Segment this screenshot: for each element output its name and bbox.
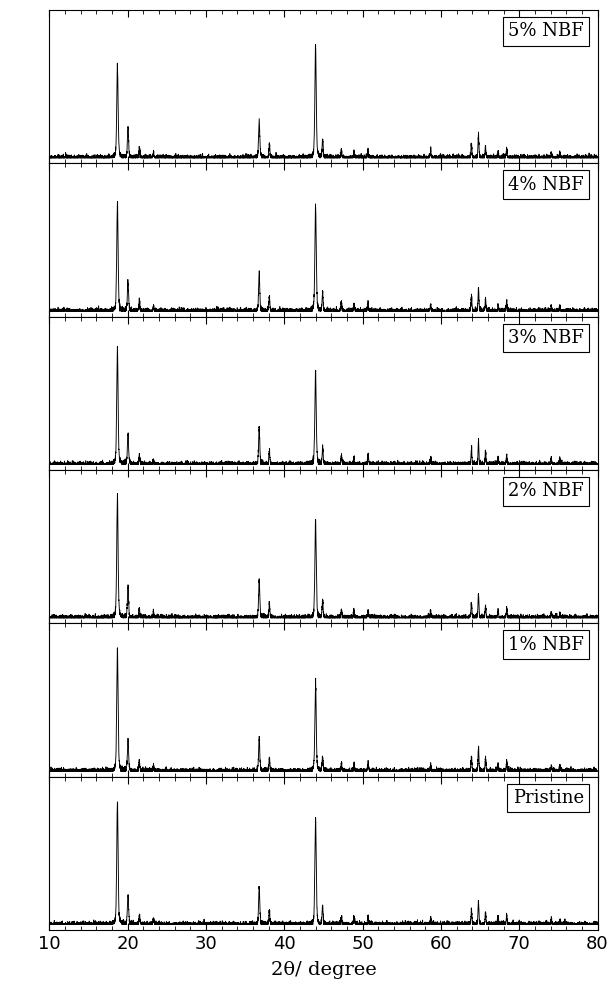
Text: 4% NBF: 4% NBF (508, 176, 584, 194)
Text: 2% NBF: 2% NBF (508, 482, 584, 500)
X-axis label: 2θ/ degree: 2θ/ degree (270, 961, 376, 979)
Text: 5% NBF: 5% NBF (508, 22, 584, 40)
Text: Pristine: Pristine (513, 789, 584, 807)
Text: 3% NBF: 3% NBF (508, 329, 584, 347)
Text: 1% NBF: 1% NBF (508, 636, 584, 654)
